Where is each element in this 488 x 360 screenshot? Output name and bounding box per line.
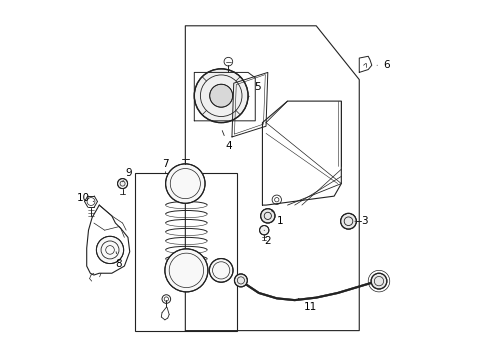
Circle shape xyxy=(96,236,123,264)
Bar xyxy=(135,173,237,330)
Circle shape xyxy=(165,164,204,203)
Circle shape xyxy=(340,213,356,229)
Text: 4: 4 xyxy=(222,131,231,151)
Circle shape xyxy=(117,179,127,189)
Text: 2: 2 xyxy=(264,230,270,246)
Circle shape xyxy=(234,274,247,287)
Text: 5: 5 xyxy=(247,82,260,98)
Circle shape xyxy=(209,84,232,107)
Text: 3: 3 xyxy=(354,216,367,226)
Circle shape xyxy=(209,258,233,282)
Text: 11: 11 xyxy=(298,298,317,312)
Circle shape xyxy=(259,226,268,235)
Text: 1: 1 xyxy=(271,211,283,226)
Circle shape xyxy=(260,209,274,223)
Text: 10: 10 xyxy=(77,193,94,203)
Text: 9: 9 xyxy=(122,168,132,182)
Text: 7: 7 xyxy=(162,159,168,173)
Circle shape xyxy=(194,69,247,123)
Circle shape xyxy=(164,249,207,292)
Circle shape xyxy=(370,273,386,289)
Text: 8: 8 xyxy=(115,252,122,269)
Text: 6: 6 xyxy=(376,60,388,70)
